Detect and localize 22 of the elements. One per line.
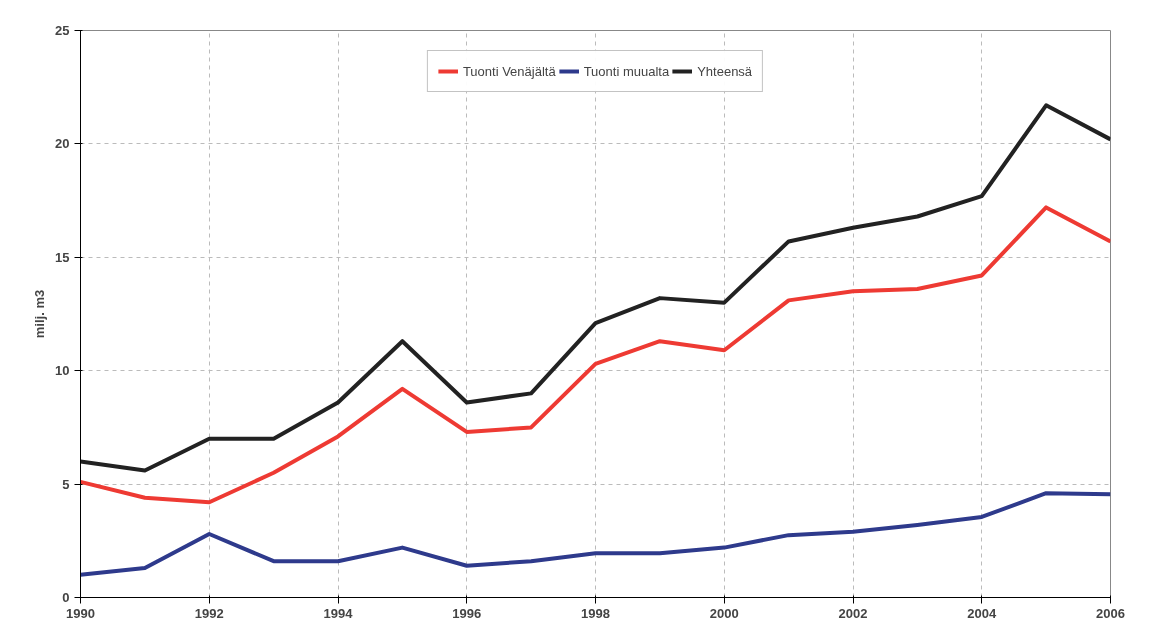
x-tick-label: 1992 bbox=[194, 605, 224, 621]
x-tick-label: 1996 bbox=[452, 605, 482, 621]
legend-label: Tuonti Venäjältä bbox=[462, 63, 556, 79]
legend-label: Tuonti muualta bbox=[583, 63, 670, 79]
line-series bbox=[80, 103, 1111, 473]
x-tick-label: 1998 bbox=[581, 605, 610, 621]
y-tick-label: 20 bbox=[55, 136, 70, 152]
y-axis-title: milj. m3 bbox=[32, 289, 48, 339]
y-tick-label: 15 bbox=[55, 249, 70, 265]
line-series bbox=[80, 205, 1111, 505]
line-series bbox=[80, 491, 1111, 577]
y-tick-label: 10 bbox=[55, 363, 70, 379]
y-tick-label: 25 bbox=[55, 23, 70, 38]
x-tick-label: 1990 bbox=[66, 605, 95, 621]
legend-label: Yhteensä bbox=[697, 63, 753, 79]
x-tick-label: 2002 bbox=[838, 605, 868, 621]
x-tick-label: 1994 bbox=[323, 605, 354, 621]
x-tick-label: 2000 bbox=[709, 605, 739, 621]
x-tick-label: 2004 bbox=[967, 605, 997, 621]
y-tick-label: 5 bbox=[62, 476, 70, 492]
x-tick-label: 2006 bbox=[1096, 605, 1125, 621]
y-tick-label: 0 bbox=[62, 590, 70, 605]
